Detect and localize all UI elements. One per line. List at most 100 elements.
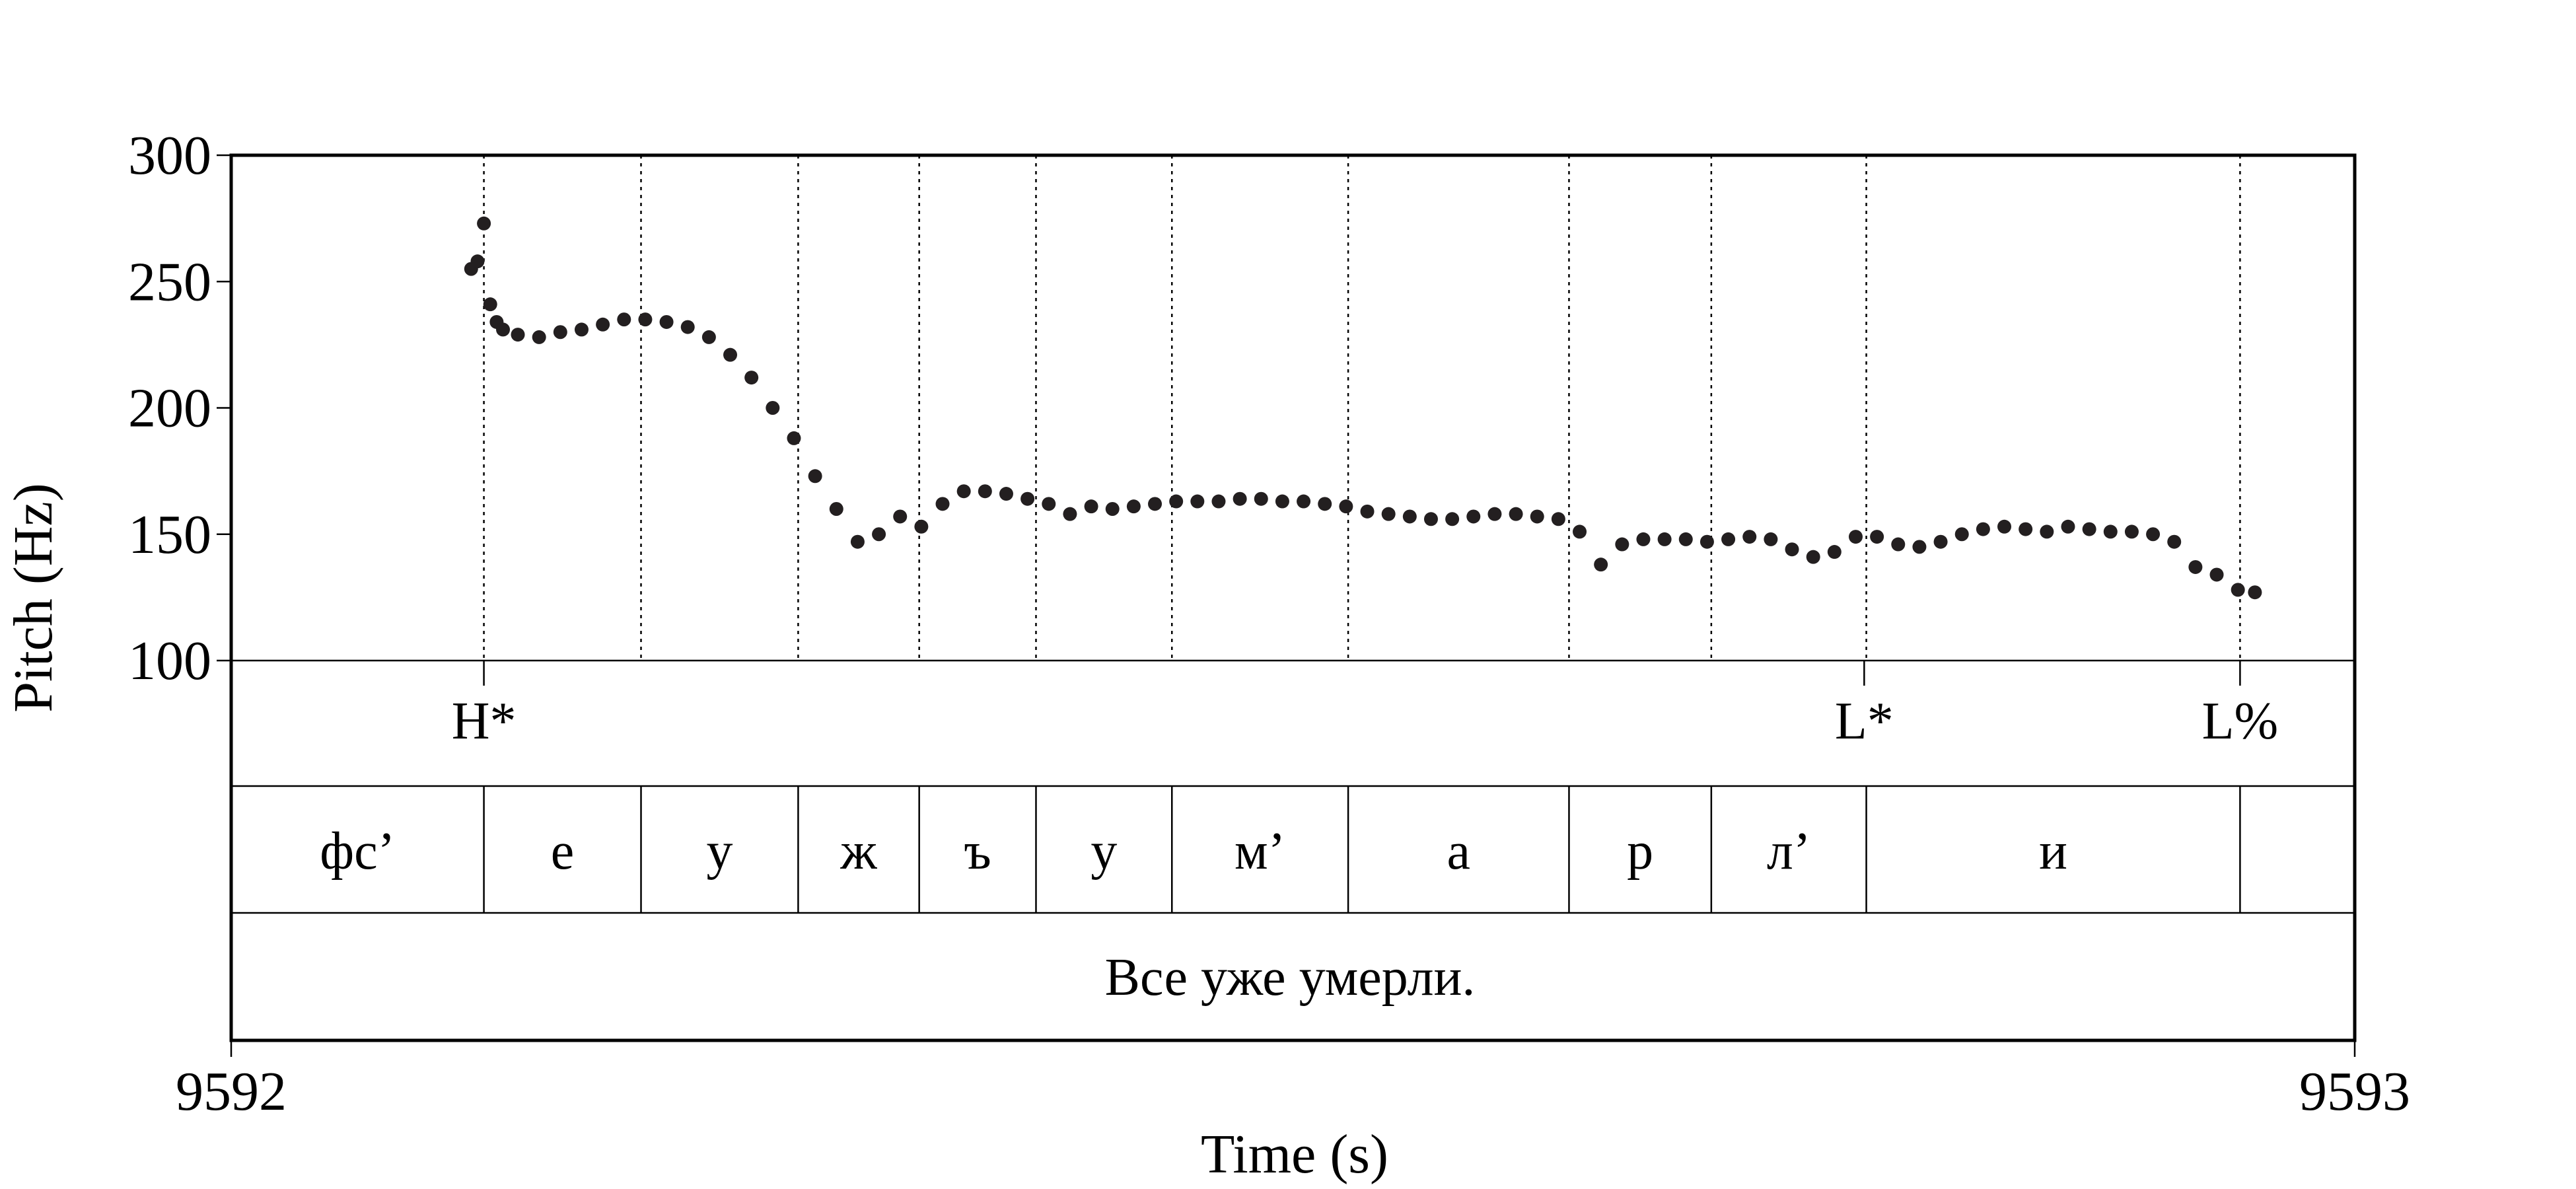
x-tick-label-start: 9592: [176, 1061, 287, 1122]
pitch-point: [477, 216, 491, 231]
pitch-point: [496, 322, 511, 337]
segment-label-6: м’: [1234, 822, 1285, 881]
pitch-point: [2167, 534, 2182, 549]
pitch-point: [1827, 545, 1842, 559]
pitch-point: [1615, 537, 1629, 552]
pitch-point: [1360, 504, 1375, 519]
segment-label-4: ъ: [964, 822, 991, 881]
pitch-point: [1297, 494, 1311, 509]
plot-area: H* L* L% фс’ е у ж ъ у м’ а р л’ и 100 150 200 250 300: [128, 125, 2357, 1057]
pitch-point: [766, 401, 780, 415]
segment-label-7: а: [1447, 822, 1471, 881]
pitch-point: [638, 312, 653, 327]
pitch-point: [1020, 491, 1035, 506]
pitch-point: [1126, 499, 1141, 514]
pitch-point: [744, 371, 759, 385]
pitch-point: [872, 527, 886, 542]
pitch-point: [1530, 509, 1544, 524]
segment-label-3: ж: [840, 822, 877, 881]
pitch-point: [1678, 532, 1693, 546]
pitch-point: [2209, 567, 2224, 582]
pitch-point: [893, 509, 908, 524]
pitch-point: [701, 330, 716, 344]
pitch-point: [1870, 530, 1884, 544]
pitch-point: [1148, 497, 1163, 511]
y-tick-label-1: 150: [128, 504, 211, 565]
pitch-point: [553, 325, 567, 340]
tone-label-0: H*: [452, 692, 517, 750]
pitch-point: [1402, 509, 1417, 524]
pitch-point: [723, 347, 738, 362]
pitch-point: [1721, 532, 1736, 546]
y-axis-title: Pitch (Hz): [3, 483, 64, 713]
pitch-point: [470, 254, 485, 269]
pitch-point: [1254, 491, 1268, 506]
pitch-point: [1105, 502, 1120, 516]
pitch-point: [1785, 542, 1799, 557]
pitch-point: [1190, 494, 1205, 509]
pitch-point: [511, 328, 525, 342]
pitch-point: [1487, 507, 1502, 521]
pitch-point: [680, 320, 695, 334]
pitch-point: [1042, 497, 1056, 511]
pitch-point: [1764, 532, 1778, 546]
pitch-point: [1573, 524, 1587, 539]
pitch-point: [808, 469, 822, 484]
pitch-point: [935, 497, 950, 511]
pitch-point: [2103, 524, 2118, 539]
pitch-point: [999, 487, 1013, 501]
pitch-point: [1551, 512, 1565, 526]
pitch-point: [1233, 491, 1247, 506]
pitch-point: [1954, 527, 1969, 542]
pitch-point: [1339, 499, 1353, 514]
pitch-point: [1848, 530, 1863, 544]
pitch-point: [2146, 527, 2161, 542]
pitch-point: [1976, 522, 1990, 536]
pitch-point: [1063, 507, 1077, 521]
tone-label-1: L*: [1835, 692, 1894, 750]
pitch-point: [1084, 499, 1098, 514]
pitch-point: [850, 534, 865, 549]
pitch-point: [659, 314, 674, 329]
pitch-point: [978, 484, 992, 499]
x-tick-label-end: 9593: [2299, 1061, 2410, 1122]
pitch-point: [829, 502, 843, 516]
pitch-point: [1806, 550, 1820, 564]
pitch-point: [2188, 559, 2203, 574]
pitch-point: [574, 322, 589, 337]
pitch-point: [1445, 512, 1460, 526]
segment-label-5: у: [1091, 822, 1117, 881]
y-tick-label-3: 250: [128, 251, 211, 312]
segment-label-2: у: [706, 822, 733, 881]
pitch-point: [2040, 524, 2054, 539]
pitch-point: [1318, 497, 1332, 511]
pitch-point: [1891, 537, 1906, 552]
pitch-point: [596, 317, 610, 332]
pitch-point: [956, 484, 971, 499]
pitch-point: [1466, 509, 1481, 524]
pitch-point: [914, 519, 929, 534]
tone-label-2: L%: [2202, 692, 2279, 750]
sentence-label: Все уже умерли.: [1105, 949, 1476, 1007]
y-tick-label-2: 200: [128, 378, 211, 439]
segment-label-9: л’: [1767, 822, 1811, 881]
segment-label-1: е: [551, 822, 575, 881]
pitch-point: [1169, 494, 1184, 509]
pitch-point: [2019, 522, 2033, 536]
pitch-point: [1381, 507, 1396, 521]
segment-label-0: фс’: [320, 822, 395, 881]
segment-label-10: и: [2039, 822, 2067, 881]
pitch-point: [1742, 530, 1757, 544]
pitch-point: [1636, 532, 1651, 546]
pitch-point: [2231, 583, 2245, 597]
pitch-point: [1912, 540, 1927, 554]
pitch-point: [1423, 512, 1438, 526]
pitch-point: [1509, 507, 1523, 521]
pitch-point: [1594, 558, 1608, 572]
pitch-point: [483, 297, 497, 312]
x-axis-title: Time (s): [1201, 1124, 1388, 1185]
pitch-point: [2082, 522, 2096, 536]
pitch-point: [1657, 532, 1672, 546]
pitch-point: [1699, 534, 1714, 549]
